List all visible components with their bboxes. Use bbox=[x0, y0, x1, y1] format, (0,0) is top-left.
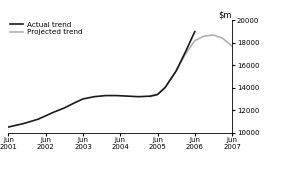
Actual trend bbox=[163, 87, 167, 89]
Projected trend bbox=[193, 40, 196, 42]
Projected trend bbox=[148, 96, 152, 98]
Actual trend bbox=[81, 98, 85, 100]
Text: $m: $m bbox=[218, 10, 232, 19]
Actual trend bbox=[29, 120, 33, 122]
Actual trend bbox=[7, 126, 10, 128]
Actual trend bbox=[63, 107, 66, 109]
Projected trend bbox=[163, 87, 167, 89]
Actual trend bbox=[137, 96, 141, 98]
Actual trend bbox=[93, 96, 96, 98]
Actual trend bbox=[184, 51, 187, 53]
Projected trend bbox=[156, 94, 159, 96]
Actual trend bbox=[74, 101, 77, 103]
Actual trend bbox=[104, 95, 107, 97]
Line: Projected trend: Projected trend bbox=[150, 35, 232, 97]
Actual trend bbox=[44, 115, 48, 117]
Actual trend bbox=[22, 123, 25, 125]
Actual trend bbox=[148, 95, 152, 97]
Projected trend bbox=[174, 70, 178, 72]
Actual trend bbox=[37, 118, 40, 120]
Projected trend bbox=[202, 35, 206, 37]
Projected trend bbox=[230, 45, 234, 47]
Projected trend bbox=[212, 34, 215, 36]
Legend: Actual trend, Projected trend: Actual trend, Projected trend bbox=[9, 21, 83, 36]
Line: Actual trend: Actual trend bbox=[8, 32, 195, 127]
Actual trend bbox=[174, 70, 178, 72]
Projected trend bbox=[221, 37, 224, 39]
Projected trend bbox=[184, 53, 187, 55]
Actual trend bbox=[156, 94, 159, 96]
Actual trend bbox=[115, 95, 118, 97]
Actual trend bbox=[14, 124, 18, 126]
Actual trend bbox=[52, 111, 55, 113]
Actual trend bbox=[126, 95, 129, 97]
Actual trend bbox=[193, 31, 196, 33]
